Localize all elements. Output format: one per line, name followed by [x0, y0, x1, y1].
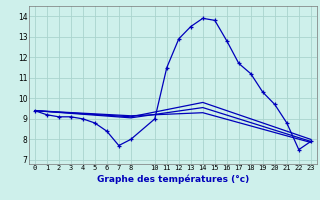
X-axis label: Graphe des températures (°c): Graphe des températures (°c)	[97, 174, 249, 184]
